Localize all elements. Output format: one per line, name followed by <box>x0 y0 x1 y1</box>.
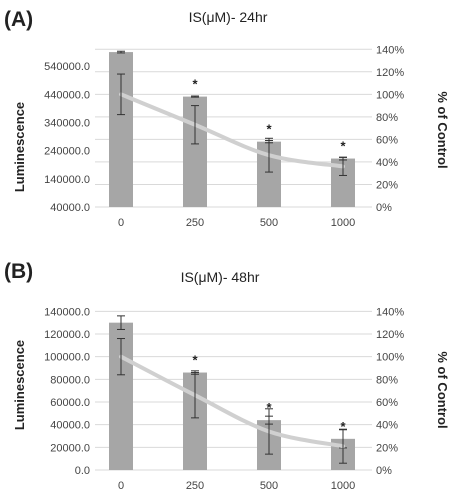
x-tick-label: 250 <box>186 480 204 492</box>
y-tick-label: 100000.0 <box>44 352 90 364</box>
panel-b-title: IS(μM)- 48hr <box>181 269 260 285</box>
significance-star: * <box>340 139 346 154</box>
panel-a-gridlines <box>95 48 372 208</box>
y-tick-label: 440000.0 <box>44 89 90 101</box>
panel-a-y-ticks: 40000.0 140000.0 240000.0 340000.0 440000.0 5… <box>44 61 90 214</box>
y-tick-label: 140000.0 <box>44 174 90 186</box>
y-tick-label: 340000.0 <box>44 118 90 130</box>
y-tick-label: 40000.0 <box>50 420 90 432</box>
panel-a-y2-axis-title: % of Control <box>435 91 450 168</box>
y2-tick-label: 20% <box>376 442 398 454</box>
x-tick-label: 1000 <box>331 217 355 229</box>
panel-a-y-axis-title: Luminescence <box>12 102 27 192</box>
panel-b-y2-ticks: 0% 20% 40% 60% 80% 100% 120% 140% <box>376 306 404 477</box>
y2-tick-label: 120% <box>376 329 404 341</box>
percent-control-line <box>119 92 345 169</box>
y2-tick-label: 60% <box>376 134 398 146</box>
y2-tick-label: 0% <box>376 465 392 477</box>
y-tick-label: 60000.0 <box>50 397 90 409</box>
x-tick-label: 1000 <box>331 480 355 492</box>
significance-star: * <box>192 77 198 92</box>
y2-tick-label: 40% <box>376 157 398 169</box>
y2-tick-label: 0% <box>376 202 392 214</box>
panel-b: (B) IS(μM)- 48hr Luminescence % of Contr… <box>4 260 450 492</box>
y-tick-label: 120000.0 <box>44 329 90 341</box>
panel-a-title: IS(μM)- 24hr <box>189 9 268 25</box>
panel-a-y2-ticks: 0% 20% 40% 60% 80% 100% 120% 140% <box>376 44 404 214</box>
panel-b-y-ticks: 0.0 20000.0 40000.0 60000.0 80000.0 100000.0 1… <box>44 306 90 477</box>
y-tick-label: 0.0 <box>75 465 90 477</box>
panel-b-y2-axis-title: % of Control <box>435 351 450 428</box>
x-tick-label: 500 <box>260 480 278 492</box>
panel-b-label: (B) <box>4 260 33 283</box>
panel-b-x-ticks: 0 250 500 1000 <box>118 480 355 492</box>
significance-star: * <box>266 400 272 415</box>
panel-a-line <box>117 73 347 176</box>
y2-tick-label: 140% <box>376 306 404 318</box>
x-tick-label: 0 <box>118 217 124 229</box>
y2-tick-label: 100% <box>376 352 404 364</box>
x-tick-label: 0 <box>118 480 124 492</box>
x-tick-label: 250 <box>186 217 204 229</box>
significance-star: * <box>192 353 198 368</box>
y2-tick-label: 40% <box>376 420 398 432</box>
y-tick-label: 240000.0 <box>44 146 90 158</box>
panel-a-bars: * * * <box>109 50 355 208</box>
y-tick-label: 20000.0 <box>50 442 90 454</box>
panel-b-gridlines <box>95 310 372 471</box>
panel-a-x-ticks: 0 250 500 1000 <box>118 217 355 229</box>
y-tick-label: 140000.0 <box>44 306 90 318</box>
y2-tick-label: 80% <box>376 374 398 386</box>
y2-tick-label: 20% <box>376 179 398 191</box>
panel-b-y-axis-title: Luminescence <box>12 340 27 430</box>
significance-star: * <box>340 419 346 434</box>
y2-tick-label: 100% <box>376 89 404 101</box>
significance-star: * <box>266 122 272 137</box>
y2-tick-label: 80% <box>376 112 398 124</box>
y-tick-label: 540000.0 <box>44 61 90 73</box>
y-tick-label: 80000.0 <box>50 374 90 386</box>
panel-a: (A) IS(μM)- 24hr Luminescence % of Contr… <box>4 8 450 229</box>
panel-b-line <box>117 338 347 464</box>
y2-tick-label: 120% <box>376 67 404 79</box>
percent-control-line <box>119 354 345 449</box>
x-tick-label: 500 <box>260 217 278 229</box>
panel-a-label: (A) <box>4 8 33 31</box>
y2-tick-label: 60% <box>376 397 398 409</box>
y-tick-label: 40000.0 <box>50 202 90 214</box>
y2-tick-label: 140% <box>376 44 404 56</box>
